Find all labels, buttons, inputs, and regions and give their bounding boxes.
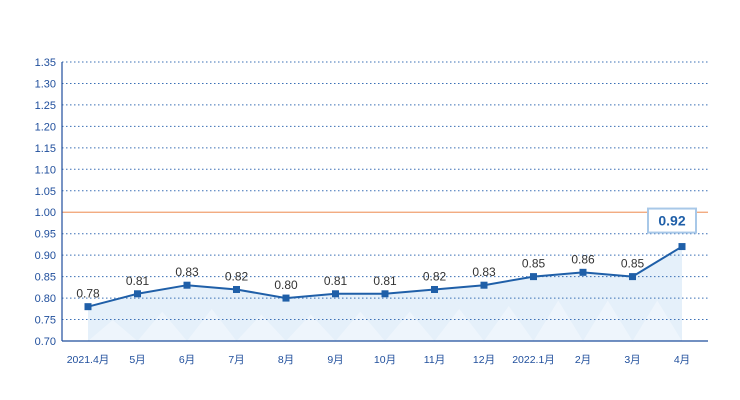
data-label: 0.78	[76, 287, 100, 301]
area-pattern	[187, 308, 237, 341]
x-tick-label: 12月	[473, 354, 495, 366]
y-tick-label: 0.70	[35, 336, 56, 348]
y-tick-label: 1.30	[35, 78, 56, 90]
data-label: 0.81	[126, 274, 150, 288]
grid-lines	[62, 61, 708, 321]
area-pattern	[484, 306, 534, 341]
y-tick-label: 0.90	[35, 250, 56, 262]
data-point	[282, 294, 290, 302]
y-tick-label: 1.20	[35, 121, 56, 133]
data-point	[332, 290, 339, 298]
x-tick-label: 2021.4月	[67, 354, 110, 366]
x-tick-label: 4月	[674, 354, 690, 366]
highlight-label-box	[647, 207, 697, 234]
y-tick-label: 0.80	[35, 293, 56, 305]
y-tick-labels: 0.70 0.75 0.80 0.85 0.90 0.95 1.00 1.05 1.10 1.15…	[35, 57, 56, 348]
data-point	[579, 268, 587, 276]
area-pattern	[137, 311, 187, 341]
x-tick-label: 3月	[624, 354, 640, 366]
y-tick-label: 0.85	[35, 272, 56, 284]
data-label: 0.80	[274, 278, 298, 292]
data-labels: 0.78 0.81 0.83 0.82 0.80 0.81 0.81 0.82 0.83 0.85…	[76, 207, 697, 301]
x-tick-label: 2022.1月	[512, 354, 555, 366]
area-pattern	[533, 300, 583, 341]
data-label: 0.85	[621, 257, 645, 271]
data-label: 0.83	[472, 265, 496, 279]
data-label: 0.81	[373, 274, 397, 288]
x-tick-label: 10月	[374, 354, 396, 366]
data-point	[530, 273, 537, 281]
y-tick-label: 1.25	[35, 100, 56, 112]
data-label: 0.85	[522, 257, 546, 271]
area-pattern	[286, 314, 336, 341]
data-point	[183, 281, 191, 289]
x-tick-label: 7月	[228, 354, 244, 366]
data-point	[84, 303, 92, 311]
y-tick-label: 1.05	[35, 186, 56, 198]
data-label: 0.82	[423, 269, 447, 283]
x-tick-label: 2月	[575, 354, 591, 366]
data-point	[381, 290, 389, 298]
data-point	[629, 273, 636, 281]
data-point	[678, 243, 686, 251]
y-tick-label: 1.15	[35, 143, 56, 155]
x-tick-labels: 2021.4月 5月 6月 7月 8月 9月 10月 11月 12月 2022.1月 2月 3月 4月	[67, 354, 690, 366]
x-tick-label: 8月	[278, 354, 294, 366]
x-tick-label: 11月	[424, 354, 445, 366]
data-label: 0.81	[324, 274, 348, 288]
y-tick-label: 1.00	[35, 207, 56, 219]
data-label: 0.86	[571, 252, 595, 266]
area-pattern	[385, 311, 435, 341]
y-tick-label: 0.95	[35, 229, 56, 241]
data-label: 0.83	[175, 265, 199, 279]
area-pattern	[236, 314, 286, 341]
data-label: 0.82	[225, 269, 249, 283]
series-line	[84, 243, 686, 311]
data-point	[480, 281, 488, 289]
x-tick-label: 9月	[327, 354, 343, 366]
area-pattern	[88, 319, 138, 341]
axes	[61, 62, 708, 342]
data-point	[233, 285, 240, 293]
area-pattern	[583, 300, 633, 341]
y-tick-label: 1.35	[35, 57, 56, 69]
data-point	[134, 290, 141, 298]
area-pattern	[335, 311, 385, 341]
x-tick-label: 6月	[179, 354, 195, 366]
data-point	[431, 285, 438, 293]
y-tick-label: 1.10	[35, 164, 56, 176]
highlight-data-label: 0.92	[658, 213, 685, 229]
x-tick-label: 5月	[129, 354, 145, 366]
y-tick-label: 0.75	[35, 315, 56, 327]
area-pattern	[434, 308, 484, 341]
area-pattern	[632, 300, 682, 341]
